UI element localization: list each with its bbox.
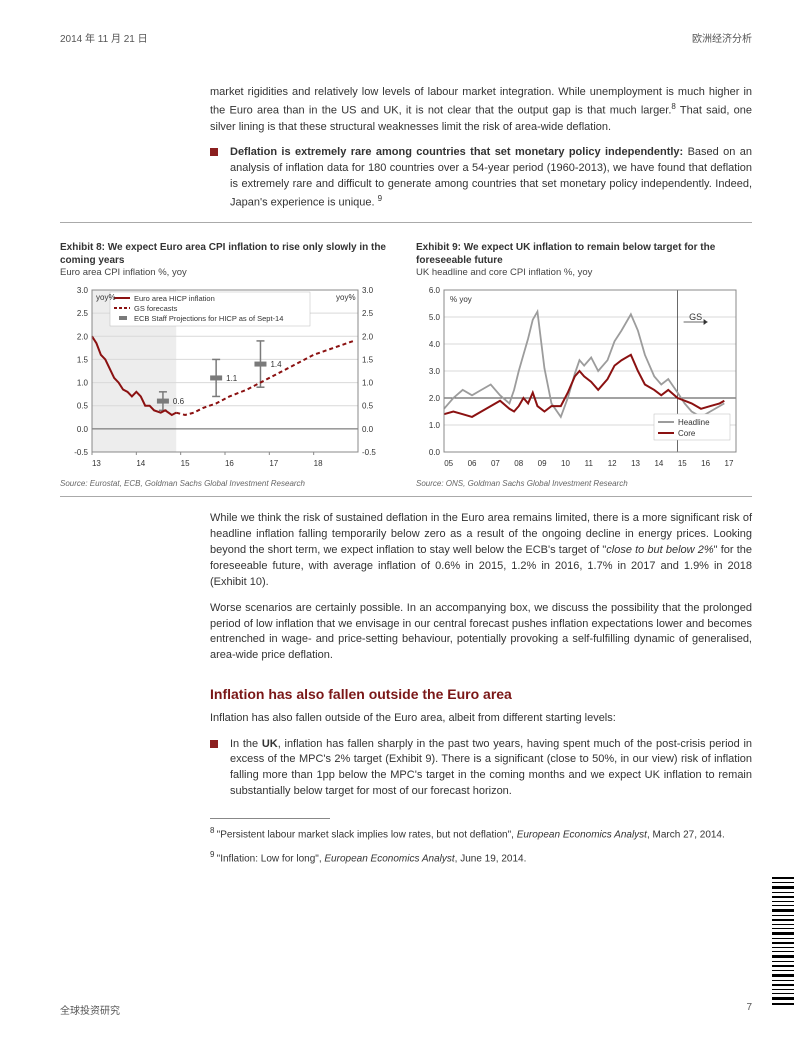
footnote-8: 8 "Persistent labour market slack implie…	[210, 825, 752, 842]
section2-bullet: In the UK, inflation has fallen sharply …	[210, 737, 752, 801]
svg-text:0.5: 0.5	[77, 402, 89, 411]
svg-text:0.0: 0.0	[362, 425, 374, 434]
svg-text:14: 14	[136, 459, 145, 468]
svg-text:ECB Staff Projections for HICP: ECB Staff Projections for HICP as of Sep…	[134, 314, 283, 323]
svg-text:4.0: 4.0	[429, 340, 441, 349]
svg-text:1.0: 1.0	[429, 421, 441, 430]
svg-text:18: 18	[314, 459, 323, 468]
header-date: 2014 年 11 月 21 日	[60, 30, 148, 45]
svg-text:Euro area HICP inflation: Euro area HICP inflation	[134, 294, 215, 303]
svg-text:16: 16	[225, 459, 234, 468]
ex9-chart: 0.0 1.0 2.0 3.0 4.0 5.0 6.0 05 06 07 08 09 10 11 12 13 1…	[416, 282, 746, 472]
svg-text:13: 13	[631, 459, 640, 468]
exhibit-8: Exhibit 8: We expect Euro area CPI infla…	[60, 241, 396, 488]
ex8-title: Exhibit 8: We expect Euro area CPI infla…	[60, 241, 396, 267]
page-header: 2014 年 11 月 21 日 欧洲经济分析	[60, 30, 752, 45]
footnotes: 8 "Persistent labour market slack implie…	[210, 825, 752, 866]
svg-text:12: 12	[608, 459, 617, 468]
svg-text:3.0: 3.0	[77, 286, 89, 295]
svg-text:14: 14	[654, 459, 663, 468]
section2-title: Inflation has also fallen outside the Eu…	[210, 684, 752, 704]
svg-text:17: 17	[269, 459, 278, 468]
page-footer: 全球投资研究 7	[60, 1002, 752, 1017]
intro-para1: market rigidities and relatively low lev…	[210, 85, 752, 135]
svg-text:08: 08	[514, 459, 523, 468]
svg-text:0.0: 0.0	[429, 448, 441, 457]
svg-text:1.5: 1.5	[77, 355, 89, 364]
svg-text:6.0: 6.0	[429, 286, 441, 295]
mid-p2: Worse scenarios are certainly possible. …	[210, 601, 752, 665]
svg-text:16: 16	[701, 459, 710, 468]
ex9-sub: UK headline and core CPI inflation %, yo…	[416, 267, 752, 278]
footnote-9: 9 "Inflation: Low for long", European Ec…	[210, 849, 752, 866]
svg-text:17: 17	[725, 459, 734, 468]
svg-text:yoy%: yoy%	[96, 293, 116, 302]
svg-text:1.0: 1.0	[77, 378, 89, 387]
ex8-sub: Euro area CPI inflation %, yoy	[60, 267, 396, 278]
svg-text:1.1: 1.1	[226, 374, 238, 383]
ex8-src: Source: Eurostat, ECB, Goldman Sachs Glo…	[60, 479, 396, 488]
svg-text:2.0: 2.0	[429, 394, 441, 403]
ex9-src: Source: ONS, Goldman Sachs Global Invest…	[416, 479, 752, 488]
svg-text:15: 15	[678, 459, 687, 468]
intro-bullet: Deflation is extremely rare among countr…	[210, 145, 752, 211]
svg-text:yoy%: yoy%	[336, 293, 356, 302]
svg-text:15: 15	[181, 459, 190, 468]
svg-text:06: 06	[468, 459, 477, 468]
svg-text:2.0: 2.0	[77, 332, 89, 341]
svg-text:3.0: 3.0	[362, 286, 374, 295]
svg-text:-0.5: -0.5	[362, 448, 376, 457]
svg-text:11: 11	[585, 459, 594, 468]
footer-left: 全球投资研究	[60, 1002, 120, 1017]
svg-text:Core: Core	[678, 429, 696, 438]
svg-text:0.0: 0.0	[77, 425, 89, 434]
svg-text:09: 09	[538, 459, 547, 468]
svg-text:0.6: 0.6	[173, 397, 185, 406]
svg-text:3.0: 3.0	[429, 367, 441, 376]
svg-text:05: 05	[444, 459, 453, 468]
svg-text:GS forecasts: GS forecasts	[134, 304, 178, 313]
svg-text:GS: GS	[689, 312, 702, 322]
section2-intro: Inflation has also fallen outside of the…	[210, 711, 752, 727]
charts-row: Exhibit 8: We expect Euro area CPI infla…	[60, 241, 752, 488]
header-title: 欧洲经济分析	[692, 30, 752, 45]
svg-text:2.5: 2.5	[77, 309, 89, 318]
svg-text:13: 13	[92, 459, 101, 468]
svg-text:0.5: 0.5	[362, 402, 374, 411]
ex9-title: Exhibit 9: We expect UK inflation to rem…	[416, 241, 752, 267]
svg-text:% yoy: % yoy	[450, 295, 472, 304]
divider	[60, 222, 752, 223]
svg-text:2.0: 2.0	[362, 332, 374, 341]
barcode-icon	[772, 877, 794, 1007]
svg-text:1.5: 1.5	[362, 355, 374, 364]
svg-text:10: 10	[561, 459, 570, 468]
exhibit-9: Exhibit 9: We expect UK inflation to rem…	[416, 241, 752, 488]
svg-text:Headline: Headline	[678, 418, 710, 427]
svg-text:2.5: 2.5	[362, 309, 374, 318]
mid-block: While we think the risk of sustained def…	[210, 511, 752, 800]
intro-block: market rigidities and relatively low lev…	[210, 85, 752, 212]
svg-text:5.0: 5.0	[429, 313, 441, 322]
svg-text:1.4: 1.4	[270, 360, 282, 369]
bullet-square-icon	[210, 740, 218, 748]
ex8-chart: -0.5 -0.5 0.0 0.0 0.5 0.5 1.0 1.0 1.5 1.5 2.0 2.0 2.…	[60, 282, 390, 472]
divider2	[60, 496, 752, 497]
bullet-square-icon	[210, 148, 218, 156]
svg-text:1.0: 1.0	[362, 378, 374, 387]
svg-text:-0.5: -0.5	[74, 448, 88, 457]
svg-text:07: 07	[491, 459, 500, 468]
footnote-sep	[210, 818, 330, 819]
footer-page: 7	[746, 1002, 752, 1017]
mid-p1: While we think the risk of sustained def…	[210, 511, 752, 591]
